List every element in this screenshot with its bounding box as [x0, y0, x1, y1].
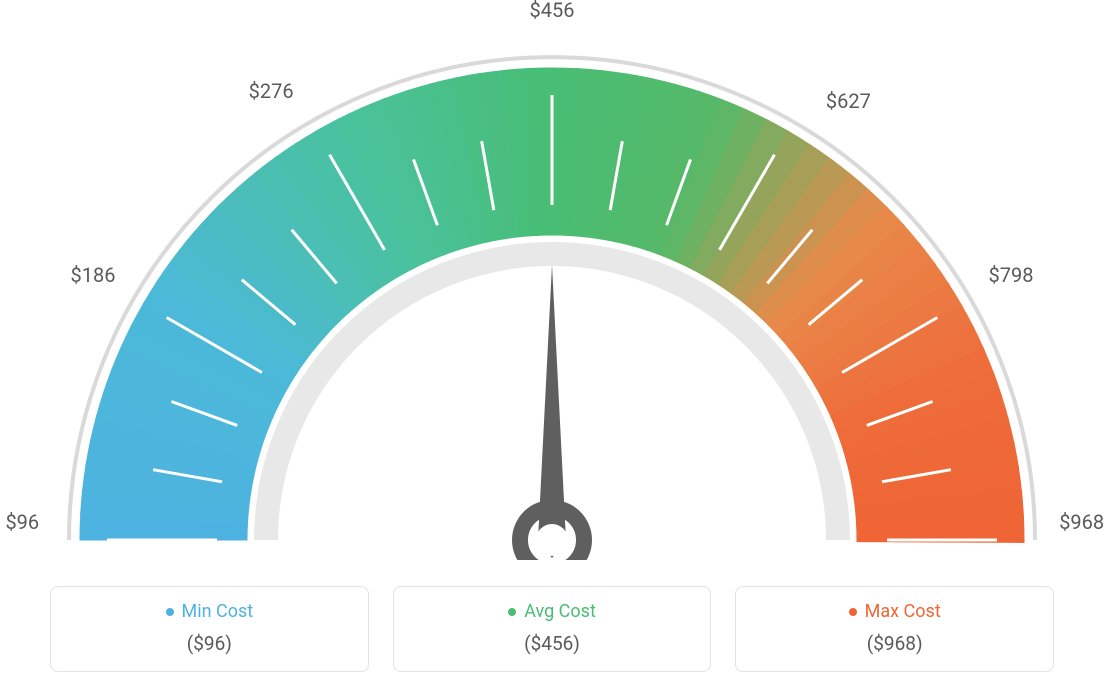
gauge-svg [0, 0, 1104, 560]
legend-row: Min Cost ($96) Avg Cost ($456) Max Cost … [50, 586, 1054, 673]
legend-label-avg: Avg Cost [524, 601, 596, 622]
scale-label: $798 [989, 263, 1034, 287]
scale-label: $968 [1059, 510, 1104, 534]
scale-label: $627 [826, 89, 871, 113]
legend-card-max: Max Cost ($968) [735, 586, 1054, 673]
dot-icon [849, 608, 857, 616]
legend-title-avg: Avg Cost [508, 601, 596, 622]
legend-title-max: Max Cost [849, 601, 941, 622]
scale-label: $186 [71, 263, 116, 287]
legend-label-max: Max Cost [865, 601, 941, 622]
legend-label-min: Min Cost [182, 601, 254, 622]
scale-label: $96 [5, 510, 39, 534]
needle-hub-hole [536, 524, 568, 556]
legend-card-avg: Avg Cost ($456) [393, 586, 712, 673]
dot-icon [508, 608, 516, 616]
legend-title-min: Min Cost [166, 601, 254, 622]
legend-card-min: Min Cost ($96) [50, 586, 369, 673]
legend-value-max: ($968) [746, 632, 1043, 655]
legend-value-min: ($96) [61, 632, 358, 655]
gauge-container: $96 $186 $276 $456 $627 $798 $968 [0, 0, 1104, 560]
scale-label: $456 [530, 0, 575, 22]
legend-value-avg: ($456) [404, 632, 701, 655]
scale-label: $276 [249, 79, 294, 103]
dot-icon [166, 608, 174, 616]
